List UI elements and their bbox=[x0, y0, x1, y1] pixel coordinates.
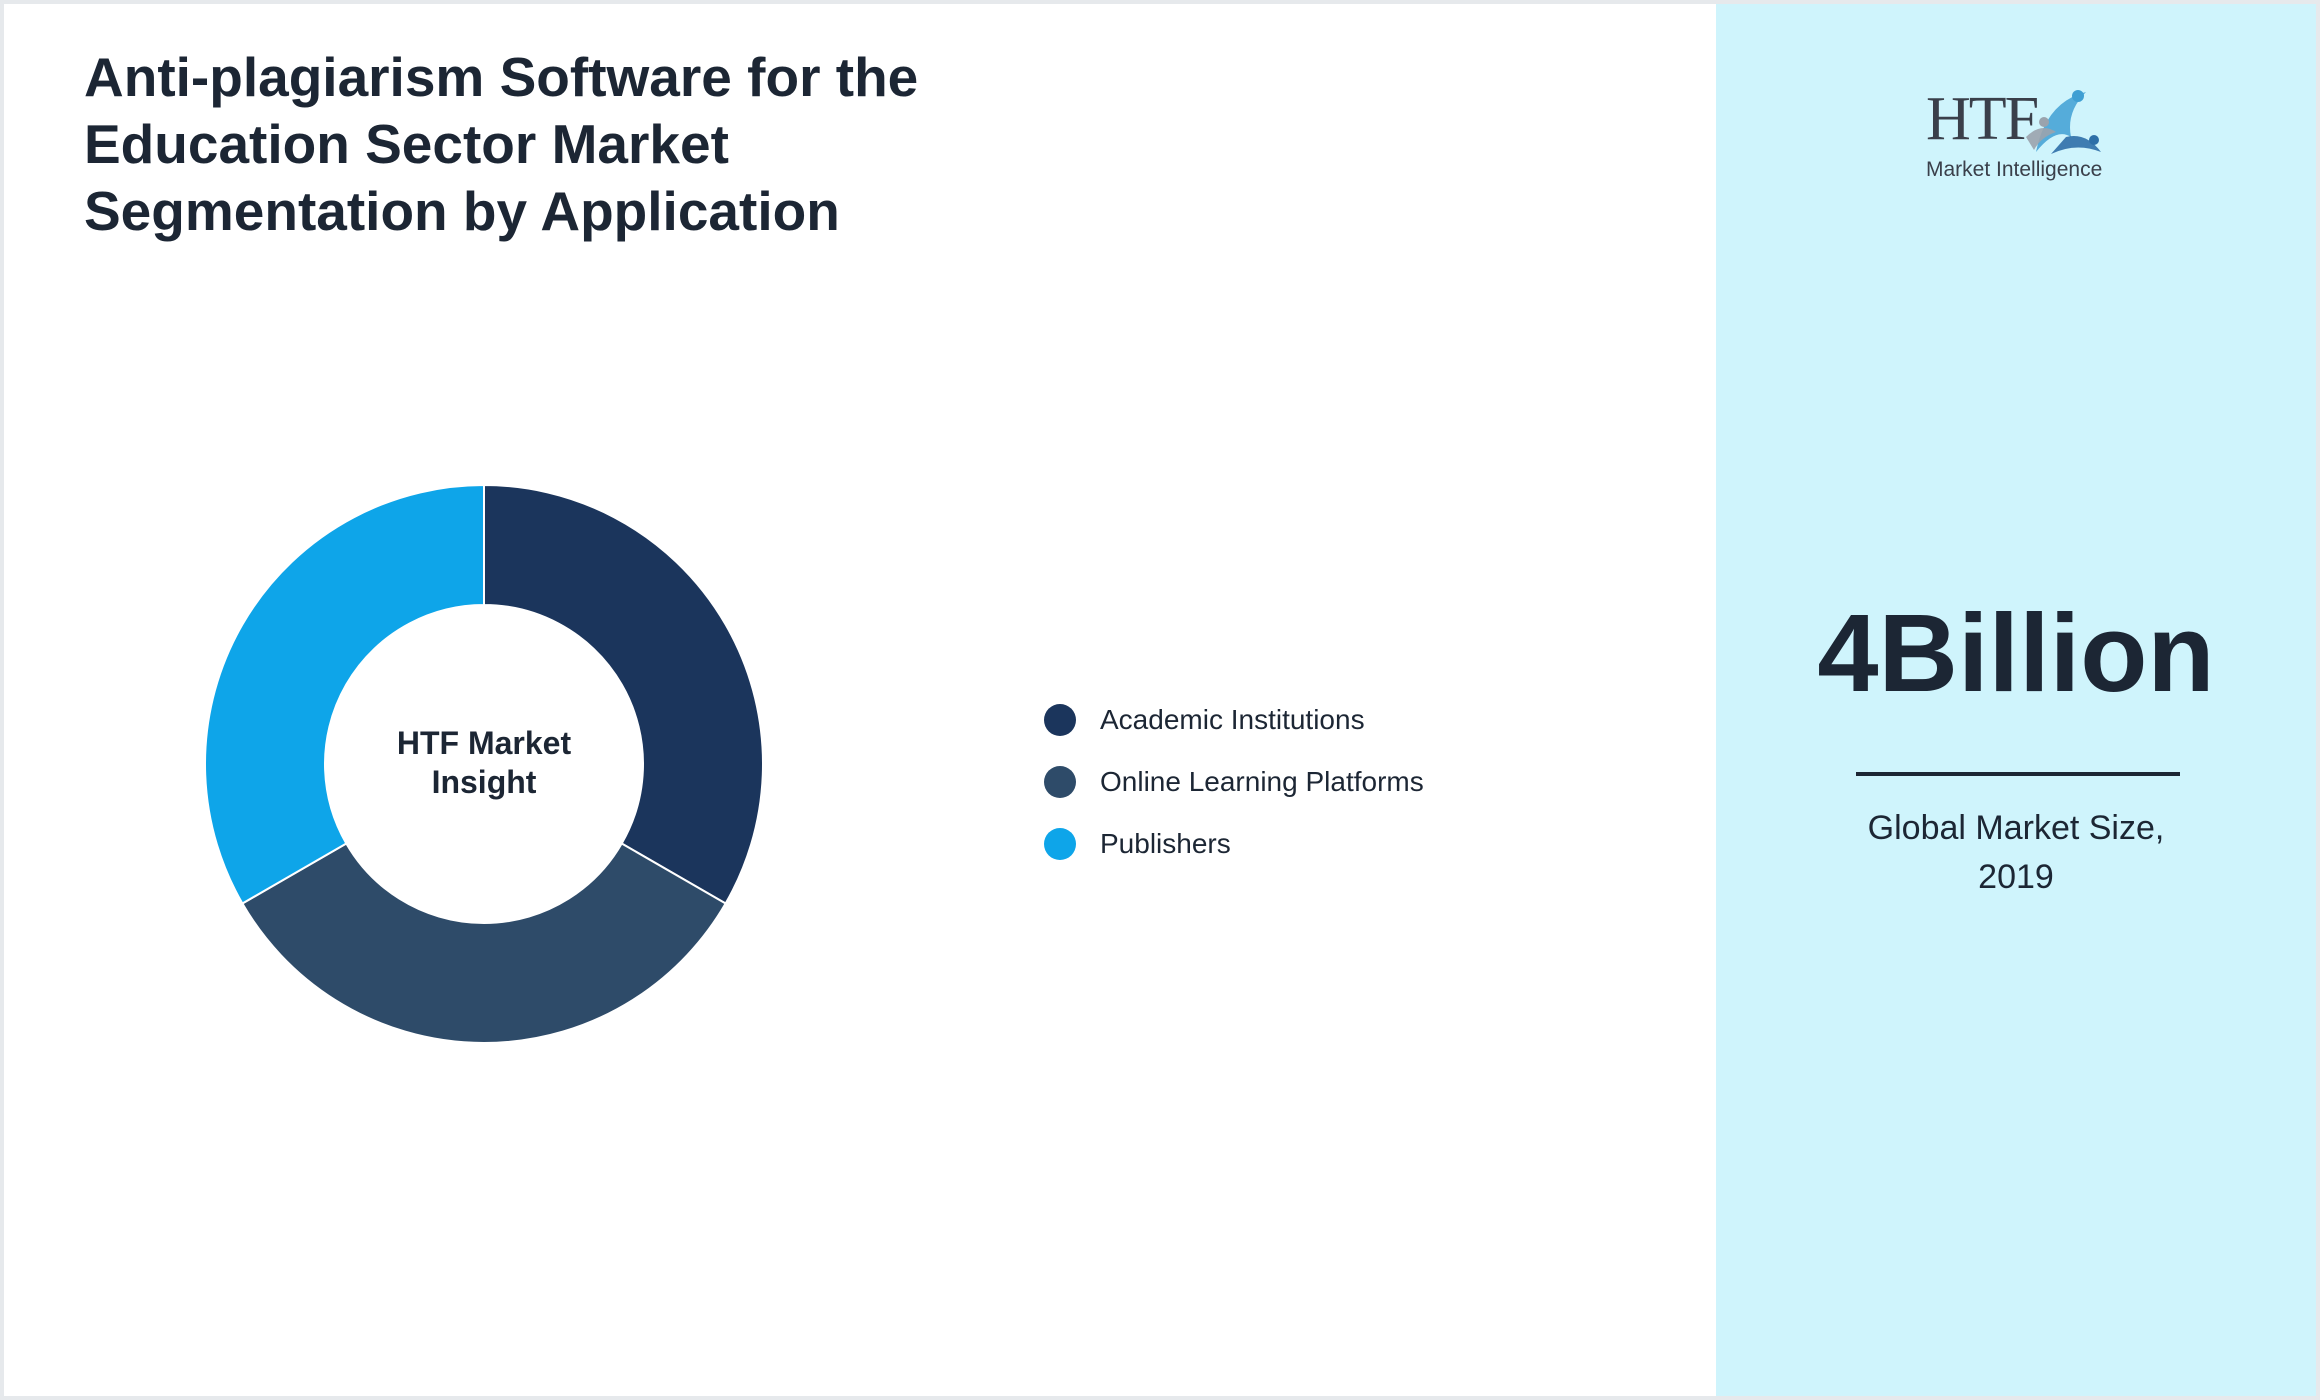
logo-swirl-icon bbox=[2026, 90, 2101, 154]
legend-label: Academic Institutions bbox=[1100, 704, 1365, 735]
market-size-label-line1: Global Market Size, bbox=[1867, 809, 2165, 847]
legend-swatch bbox=[1044, 704, 1076, 736]
chart-legend: Academic Institutions Online Learning Pl… bbox=[1044, 689, 1424, 875]
summary-panel: HTF Market Intelligence 4Billion Global … bbox=[1716, 4, 2316, 1396]
logo-wordmark: HTF bbox=[1926, 85, 2039, 153]
legend-swatch bbox=[1044, 766, 1076, 798]
donut-slice-academic-institutions[interactable] bbox=[483, 483, 764, 905]
legend-item-academic-institutions[interactable]: Academic Institutions bbox=[1044, 689, 1424, 751]
market-size-label: Global Market Size, 2019 bbox=[1716, 804, 2316, 902]
legend-label: Online Learning Platforms bbox=[1100, 766, 1424, 797]
htf-logo: HTF Market Intelligence bbox=[1916, 82, 2116, 192]
donut-slices bbox=[204, 483, 764, 1044]
logo-subtitle: Market Intelligence bbox=[1926, 158, 2103, 181]
market-size-value: 4Billion bbox=[1817, 592, 2215, 715]
donut-slice-publishers[interactable] bbox=[204, 483, 485, 905]
divider bbox=[1856, 772, 2180, 776]
report-card: Anti-plagiarism Software for the Educati… bbox=[4, 4, 2316, 1396]
donut-chart: HTF Market Insight bbox=[204, 483, 764, 1044]
legend-item-publishers[interactable]: Publishers bbox=[1044, 813, 1424, 875]
legend-swatch bbox=[1044, 828, 1076, 860]
market-size-label-line2: 2019 bbox=[1978, 858, 2054, 896]
chart-title: Anti-plagiarism Software for the Educati… bbox=[84, 46, 919, 242]
legend-label: Publishers bbox=[1100, 828, 1231, 859]
chart-panel: Anti-plagiarism Software for the Educati… bbox=[4, 4, 1716, 1396]
legend-item-online-learning-platforms[interactable]: Online Learning Platforms bbox=[1044, 751, 1424, 813]
donut-center-label-line1: HTF Market bbox=[397, 725, 572, 761]
donut-slice-online-learning-platforms[interactable] bbox=[241, 842, 727, 1044]
donut-center-label-line2: Insight bbox=[432, 764, 537, 800]
